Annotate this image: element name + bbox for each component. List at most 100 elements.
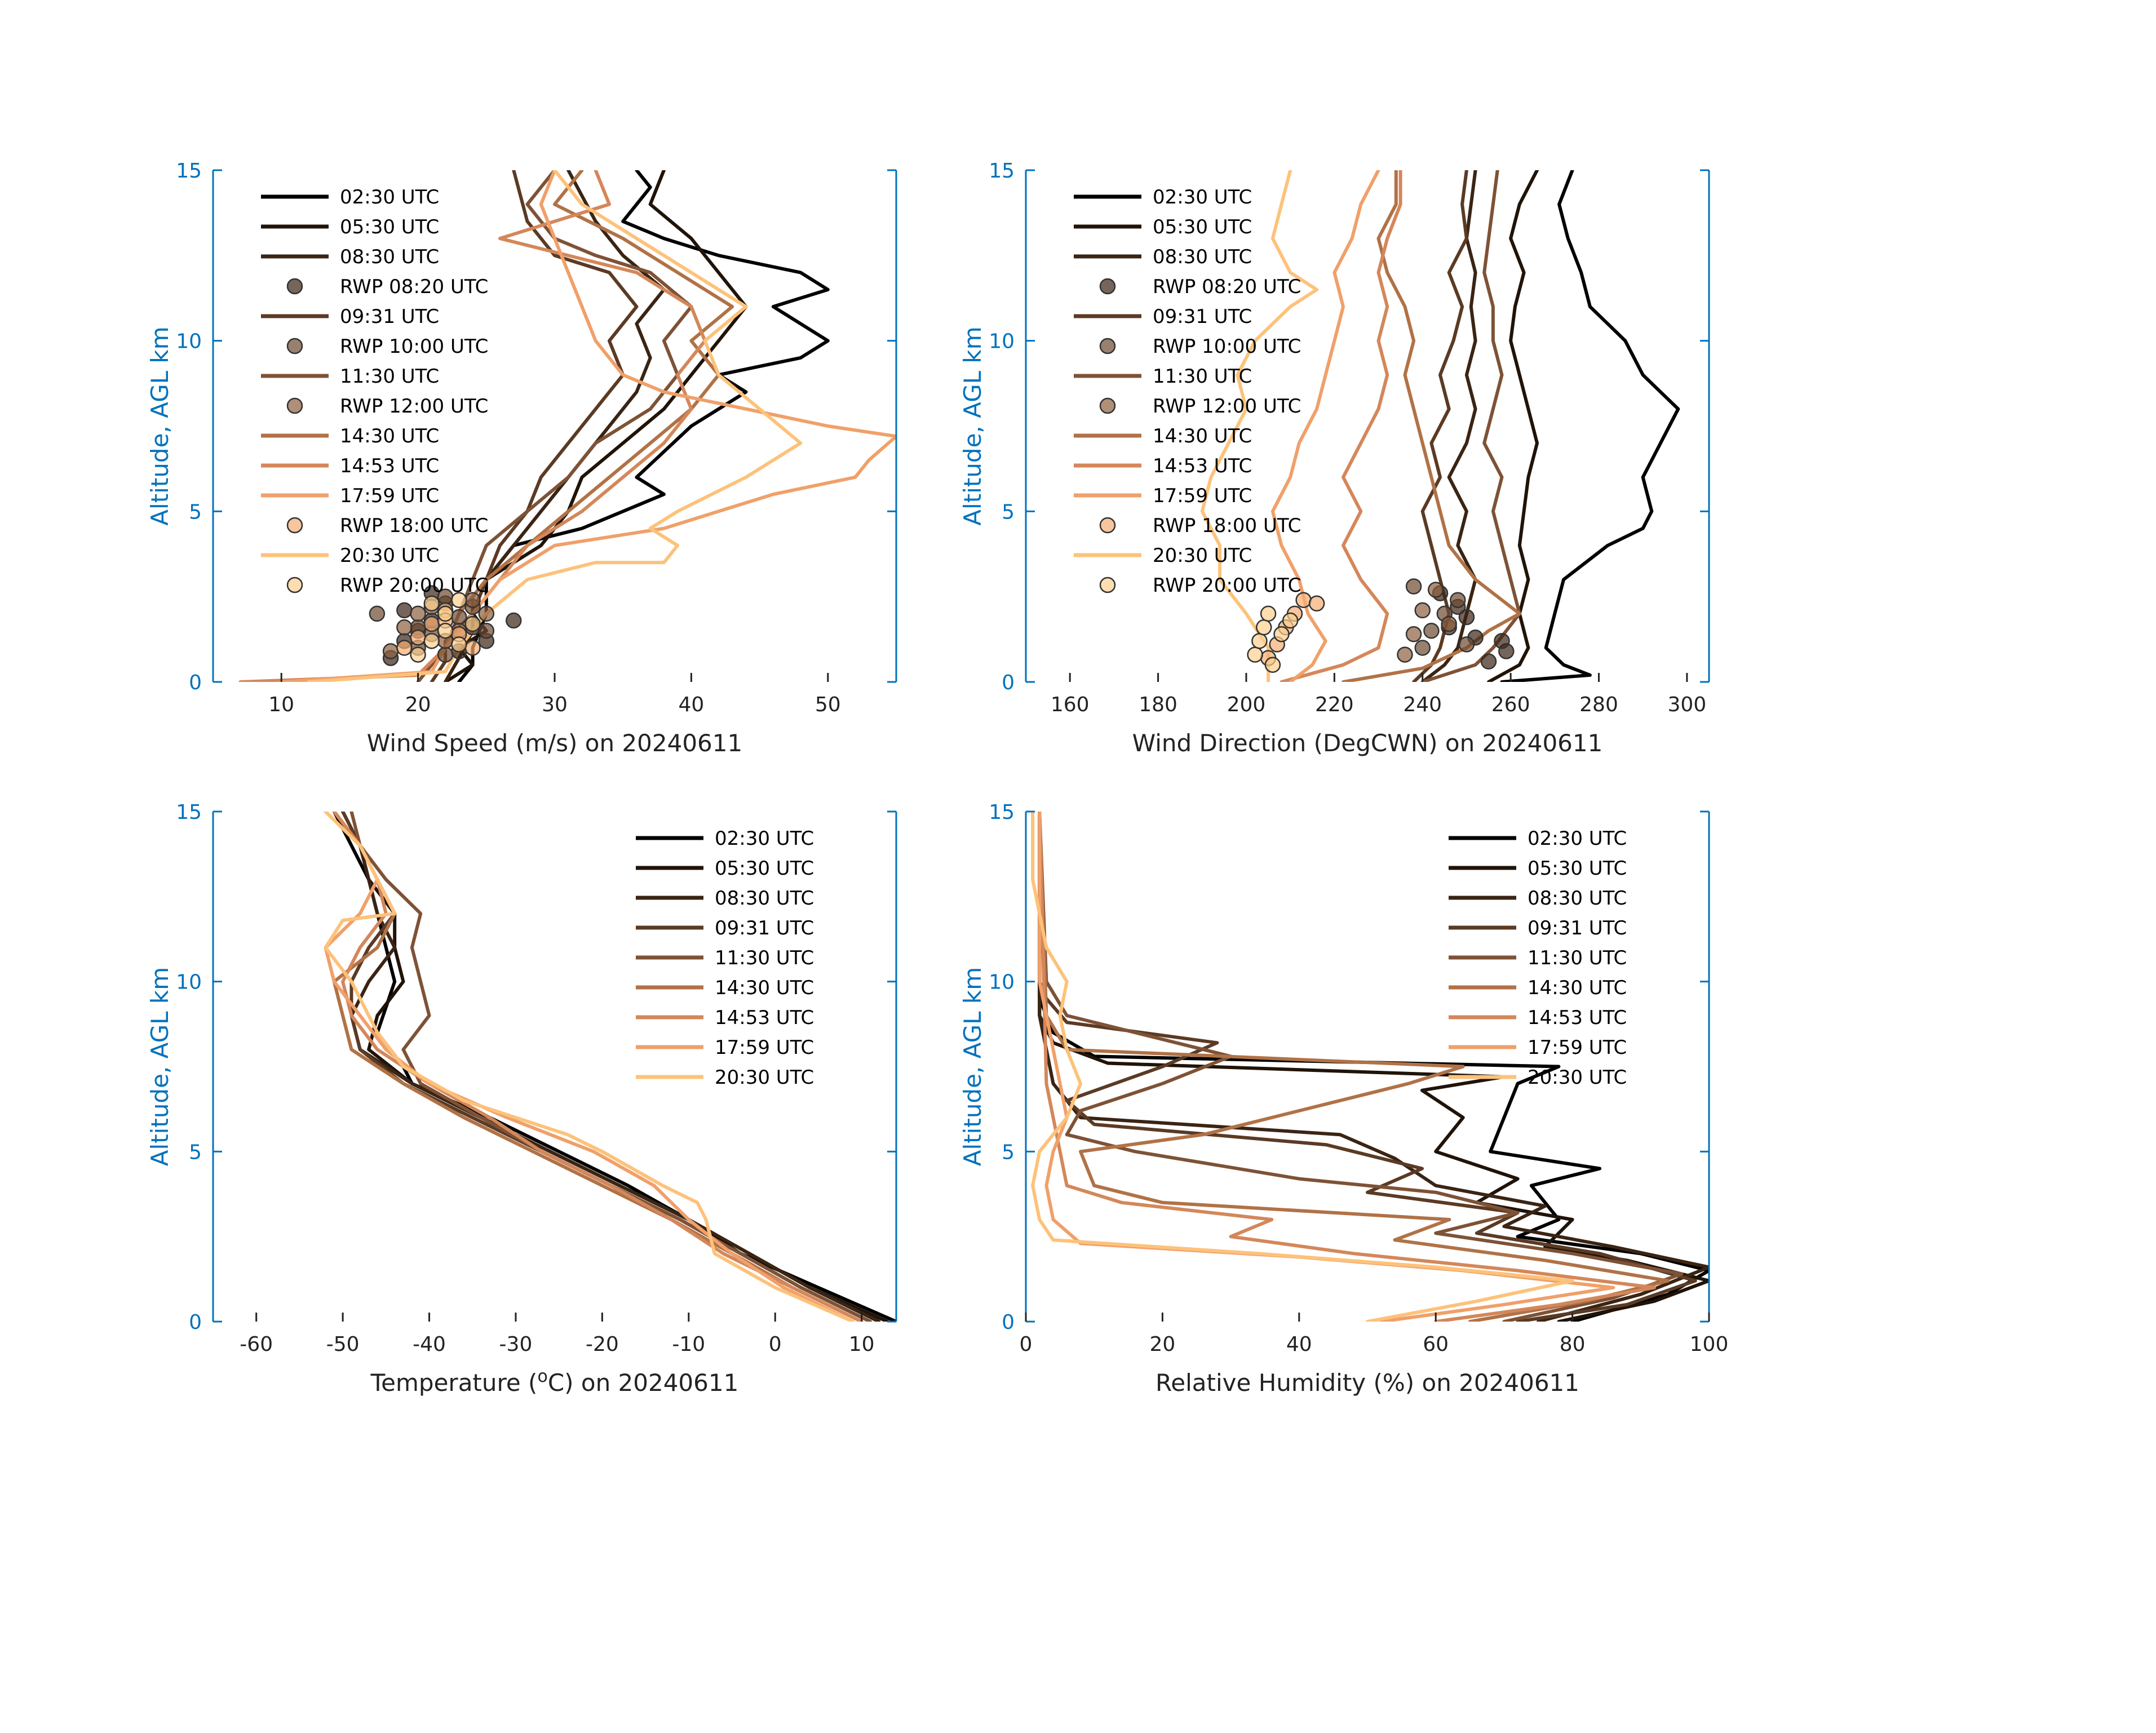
x-tick-label: 20 xyxy=(405,693,431,716)
rwp-marker-4-2 xyxy=(1255,619,1272,636)
x-tick-label: 10 xyxy=(849,1333,875,1356)
y-tick-label: 0 xyxy=(1002,671,1015,694)
series-line-4 xyxy=(1420,170,1521,682)
rwp-marker-2-2 xyxy=(1414,602,1431,619)
y-tick-label: 10 xyxy=(989,971,1015,994)
legend: 02:30 UTC 05:30 UTC 08:30 UTC RWP 08:20 UTC… xyxy=(1074,186,1301,597)
legend-label: 20:30 UTC xyxy=(715,1066,814,1089)
legend-label: 14:53 UTC xyxy=(715,1007,814,1029)
rwp-marker-1-5 xyxy=(1458,636,1475,653)
y-axis-label: Altitude, AGL km xyxy=(959,967,986,1166)
series-line-4 xyxy=(1038,812,1684,1322)
y-tick-label: 15 xyxy=(176,159,202,183)
legend-label: RWP 10:00 UTC xyxy=(340,335,488,358)
series-line-8 xyxy=(1031,812,1574,1322)
legend-label: 05:30 UTC xyxy=(1153,216,1252,238)
rwp-marker-1-3 xyxy=(1450,592,1466,608)
y-tick-label: 15 xyxy=(989,801,1015,824)
rwp-marker-4-5 xyxy=(464,615,481,632)
plot-area xyxy=(1031,812,1709,1322)
legend-label: RWP 20:00 UTC xyxy=(340,574,488,597)
legend-label: 09:31 UTC xyxy=(1153,305,1252,328)
legend-label: 14:53 UTC xyxy=(1153,455,1252,477)
rwp-marker-3-0 xyxy=(396,640,413,656)
rwp-marker-1-1 xyxy=(1423,622,1440,639)
rwp-marker-2-1 xyxy=(396,619,413,636)
rwp-marker-4-0 xyxy=(1247,646,1263,663)
rwp-marker-0-6 xyxy=(1458,609,1475,626)
legend-label: 20:30 UTC xyxy=(1153,544,1252,567)
y-tick-label: 0 xyxy=(1002,1311,1015,1334)
plot-area xyxy=(324,812,896,1322)
legend-marker xyxy=(286,278,303,295)
rwp-marker-4-0 xyxy=(410,646,426,663)
legend-label: RWP 12:00 UTC xyxy=(1153,395,1301,418)
rwp-marker-2-1 xyxy=(1405,626,1422,642)
plot-area xyxy=(1200,170,1680,682)
legend-label: RWP 08:20 UTC xyxy=(340,276,488,298)
legend-label: 08:30 UTC xyxy=(340,246,439,268)
rwp-marker-0-0 xyxy=(1480,653,1497,670)
rwp-marker-2-0 xyxy=(382,643,399,659)
rwp-marker-2-0 xyxy=(1397,646,1413,663)
y-tick-label: 10 xyxy=(989,330,1015,353)
legend-label: 08:30 UTC xyxy=(1153,246,1252,268)
legend-label: 02:30 UTC xyxy=(1528,827,1627,850)
legend-label: 17:59 UTC xyxy=(1153,485,1252,507)
series-line-1 xyxy=(1487,170,1539,682)
legend-marker xyxy=(1099,577,1116,593)
legend-label: 09:31 UTC xyxy=(1528,917,1627,939)
y-tick-label: 0 xyxy=(189,1311,202,1334)
legend-label: 17:59 UTC xyxy=(1528,1036,1627,1059)
series-line-1 xyxy=(444,170,748,682)
plot-area xyxy=(238,170,896,682)
legend-label: RWP 20:00 UTC xyxy=(1153,574,1301,597)
x-axis-label: Wind Speed (m/s) on 20240611 xyxy=(367,729,742,757)
legend-label: 09:31 UTC xyxy=(340,305,439,328)
legend-label: 09:31 UTC xyxy=(715,917,814,939)
x-tick-label: 0 xyxy=(1020,1333,1033,1356)
legend: 02:30 UTC 05:30 UTC 08:30 UTC RWP 08:20 UTC… xyxy=(261,186,488,597)
rwp-marker-2-4 xyxy=(1441,615,1457,632)
rwp-marker-2-2 xyxy=(410,605,426,622)
x-tick-label: 50 xyxy=(815,693,841,716)
y-tick-label: 5 xyxy=(189,1141,202,1164)
y-tick-label: 10 xyxy=(176,971,202,994)
legend-label: 20:30 UTC xyxy=(1528,1066,1627,1089)
legend-label: 14:53 UTC xyxy=(1528,1007,1627,1029)
series-line-7 xyxy=(1270,170,1380,682)
y-tick-label: 5 xyxy=(1002,1141,1015,1164)
x-tick-label: 20 xyxy=(1149,1333,1175,1356)
y-tick-label: 10 xyxy=(176,330,202,353)
rwp-marker-1-0 xyxy=(369,605,386,622)
x-tick-label: -20 xyxy=(586,1333,619,1356)
series-line-5 xyxy=(252,170,734,682)
x-tick-label: 240 xyxy=(1403,693,1442,716)
legend-marker xyxy=(286,577,303,593)
series-line-7 xyxy=(280,170,896,682)
x-tick-label: -50 xyxy=(326,1333,360,1356)
rwp-marker-4-4 xyxy=(451,592,467,608)
rwp-marker-4-5 xyxy=(1273,626,1290,642)
x-axis-label: Relative Humidity (%) on 20240611 xyxy=(1156,1369,1579,1397)
rwp-marker-3-5 xyxy=(464,640,481,656)
legend-marker xyxy=(1099,517,1116,534)
series-line-5 xyxy=(1038,812,1670,1322)
rwp-marker-4-3 xyxy=(437,605,454,622)
y-tick-label: 0 xyxy=(189,671,202,694)
legend-label: 05:30 UTC xyxy=(715,857,814,880)
legend-label: 11:30 UTC xyxy=(715,947,814,969)
legend-marker xyxy=(1099,338,1116,354)
x-tick-label: 40 xyxy=(1286,1333,1312,1356)
x-tick-label: 180 xyxy=(1139,693,1177,716)
rwp-marker-4-2 xyxy=(437,622,454,639)
legend-label: 14:30 UTC xyxy=(715,977,814,999)
x-tick-label: 160 xyxy=(1051,693,1090,716)
series-line-2 xyxy=(332,812,881,1322)
y-axis-label: Altitude, AGL km xyxy=(959,326,986,525)
rwp-marker-1-3 xyxy=(437,646,454,663)
legend-marker xyxy=(1099,397,1116,414)
rwp-marker-1-0 xyxy=(1414,640,1431,656)
series-line-8 xyxy=(307,170,803,682)
